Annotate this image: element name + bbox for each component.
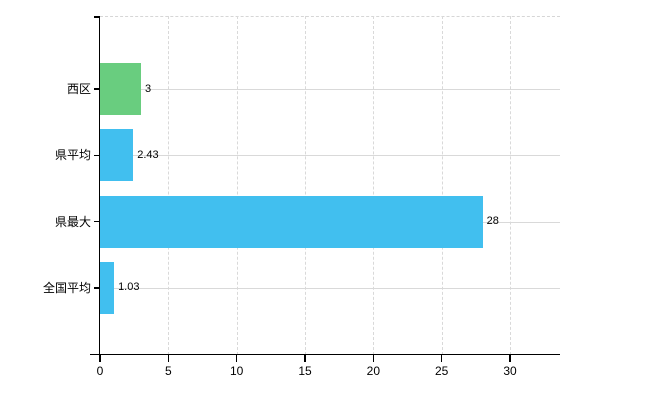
x-axis-tick (509, 355, 511, 362)
x-axis-tick (235, 355, 238, 362)
bar (100, 261, 115, 314)
gridline-vertical (236, 16, 238, 355)
category-label: 県平均 (54, 148, 91, 163)
x-tick-label: 0 (96, 364, 104, 378)
gridline-vertical (510, 16, 511, 355)
x-tick-label: 15 (298, 364, 312, 378)
category-label: 県最大 (54, 214, 91, 229)
gridline-vertical (441, 16, 443, 355)
gridline-vertical (305, 16, 306, 355)
bar (100, 195, 483, 248)
bar-value-label: 2.43 (137, 148, 159, 161)
x-tick-label: 10 (229, 364, 244, 378)
x-axis-tick (99, 355, 101, 362)
y-axis (98, 16, 100, 362)
y-axis-tick (94, 154, 100, 157)
x-axis-tick (304, 355, 306, 362)
gridline-vertical (373, 16, 375, 355)
y-axis-tick (94, 287, 100, 289)
gridline-horizontal (100, 287, 560, 289)
y-axis-top-tick (94, 16, 100, 18)
gridline-horizontal (100, 89, 560, 90)
x-tick-label: 25 (434, 364, 449, 378)
x-axis-tick (372, 355, 375, 362)
bar-value-label: 28 (486, 215, 499, 228)
bar-value-label: 1.03 (118, 281, 140, 294)
category-label: 全国平均 (42, 280, 91, 295)
y-axis-tick (94, 88, 100, 90)
y-axis-tick (94, 220, 100, 223)
x-axis-tick (440, 355, 443, 362)
bar (100, 129, 134, 182)
category-label: 西区 (66, 82, 91, 96)
bar-value-label: 3 (145, 82, 152, 95)
gridline-vertical (168, 16, 170, 355)
x-tick-label: 30 (503, 364, 517, 378)
plot-top-border (100, 16, 560, 17)
gridline-horizontal (100, 155, 560, 157)
x-axis (100, 353, 560, 355)
x-tick-label: 20 (366, 364, 380, 378)
bar (100, 63, 141, 115)
x-tick-label: 5 (164, 364, 172, 378)
y-axis-bottom-tick (90, 353, 100, 355)
x-axis-tick (167, 355, 170, 362)
